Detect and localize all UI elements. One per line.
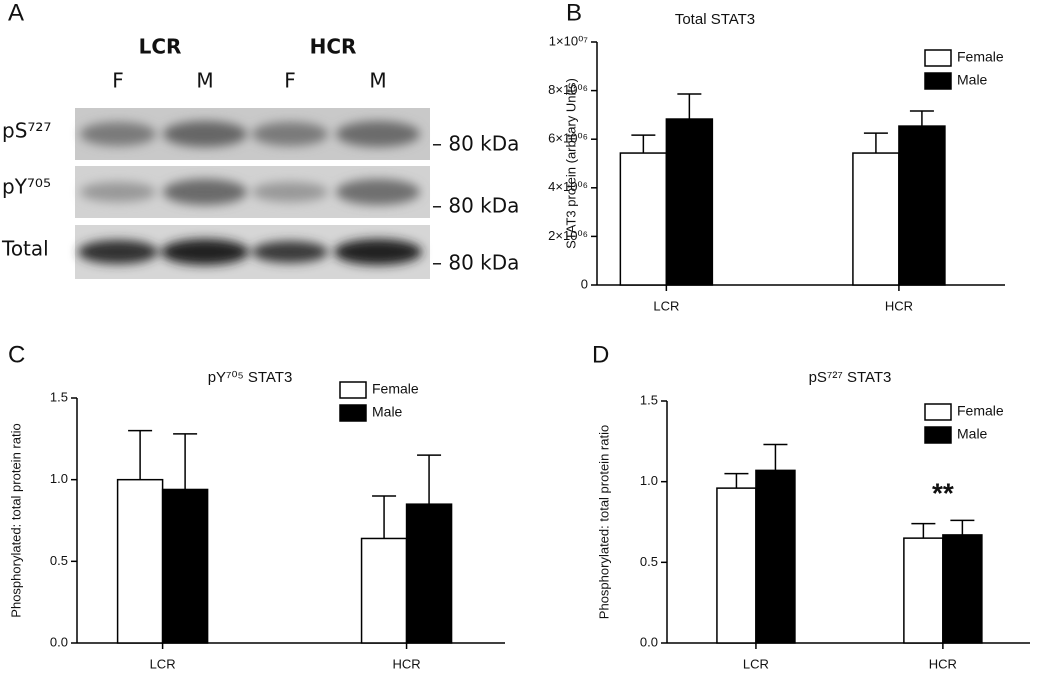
x-tick-label: LCR: [150, 656, 176, 671]
blot-panel: A LCR HCR F M F M pS⁷²⁷ pY⁷⁰⁵ Total – 80…: [1, 0, 519, 279]
legend-swatch: [924, 72, 952, 90]
x-tick-label: HCR: [885, 298, 913, 313]
lane-label: M: [369, 69, 386, 93]
y-tick-label: 4×10⁰⁶: [548, 179, 588, 194]
size-label: – 80 kDa: [432, 251, 519, 275]
legend-label: Male: [957, 72, 988, 88]
legend-label: Female: [957, 403, 1004, 419]
bar: [405, 503, 453, 644]
legend-swatch: [339, 404, 367, 422]
y-tick-label: 0: [581, 276, 588, 291]
y-tick-label: 1.0: [640, 473, 658, 488]
lane-label: F: [112, 69, 124, 93]
x-tick-label: HCR: [392, 656, 420, 671]
legend-swatch: [924, 49, 952, 67]
legend-label: Female: [372, 381, 419, 397]
row-label: Total: [1, 237, 49, 261]
y-tick-label: 0.0: [640, 634, 658, 649]
bar: [852, 152, 900, 286]
legend-swatch: [924, 426, 952, 444]
legend-label: Male: [372, 404, 403, 420]
y-tick-label: 6×10⁰⁶: [548, 131, 588, 146]
bar: [116, 478, 164, 644]
bar: [716, 487, 757, 644]
y-tick-label: 0.5: [50, 553, 68, 568]
y-tick-label: 1×10⁰⁷: [549, 33, 588, 48]
panel-letter: A: [8, 0, 24, 26]
size-label: – 80 kDa: [432, 194, 519, 218]
row-label: pS⁷²⁷: [2, 119, 51, 143]
bar: [898, 125, 946, 286]
annotation: **: [932, 477, 954, 508]
chart-title: pS⁷²⁷ STAT3: [809, 369, 892, 386]
y-tick-label: 1.0: [50, 471, 68, 486]
group-label: HCR: [310, 35, 357, 59]
y-tick-label: 1.5: [640, 392, 658, 407]
y-tick-label: 0.0: [50, 634, 68, 649]
bar: [903, 537, 944, 644]
x-tick-label: LCR: [653, 298, 679, 313]
legend-swatch: [924, 403, 952, 421]
bar: [755, 469, 796, 644]
bar: [942, 534, 983, 644]
chart-title: pY⁷⁰⁵ STAT3: [208, 369, 293, 386]
panel-letter: D: [592, 341, 609, 368]
legend-swatch: [339, 381, 367, 399]
y-axis-label: STAT3 protein (arbitary Units): [563, 78, 578, 249]
legend-label: Female: [957, 49, 1004, 65]
y-axis-label: Phosphorylated: total protein ratio: [8, 423, 23, 617]
lane-label: M: [196, 69, 213, 93]
bar: [161, 488, 209, 644]
chart-title: Total STAT3: [675, 11, 755, 28]
bands: [78, 121, 422, 265]
panel-letter: C: [8, 341, 25, 368]
y-tick-label: 1.5: [50, 389, 68, 404]
x-tick-label: LCR: [743, 656, 769, 671]
y-axis-label: Phosphorylated: total protein ratio: [596, 425, 611, 619]
bar: [619, 152, 668, 286]
lane-label: F: [284, 69, 296, 93]
x-tick-label: HCR: [929, 656, 957, 671]
group-label: LCR: [139, 35, 182, 59]
row-label: pY⁷⁰⁵: [2, 175, 51, 199]
legend-label: Male: [957, 426, 988, 442]
y-tick-label: 2×10⁰⁶: [548, 228, 588, 243]
y-tick-label: 8×10⁰⁶: [548, 82, 588, 97]
y-tick-label: 0.5: [640, 554, 658, 569]
bar: [360, 537, 408, 644]
size-label: – 80 kDa: [432, 132, 519, 156]
panel-letter: B: [566, 0, 582, 26]
bar: [665, 118, 714, 286]
